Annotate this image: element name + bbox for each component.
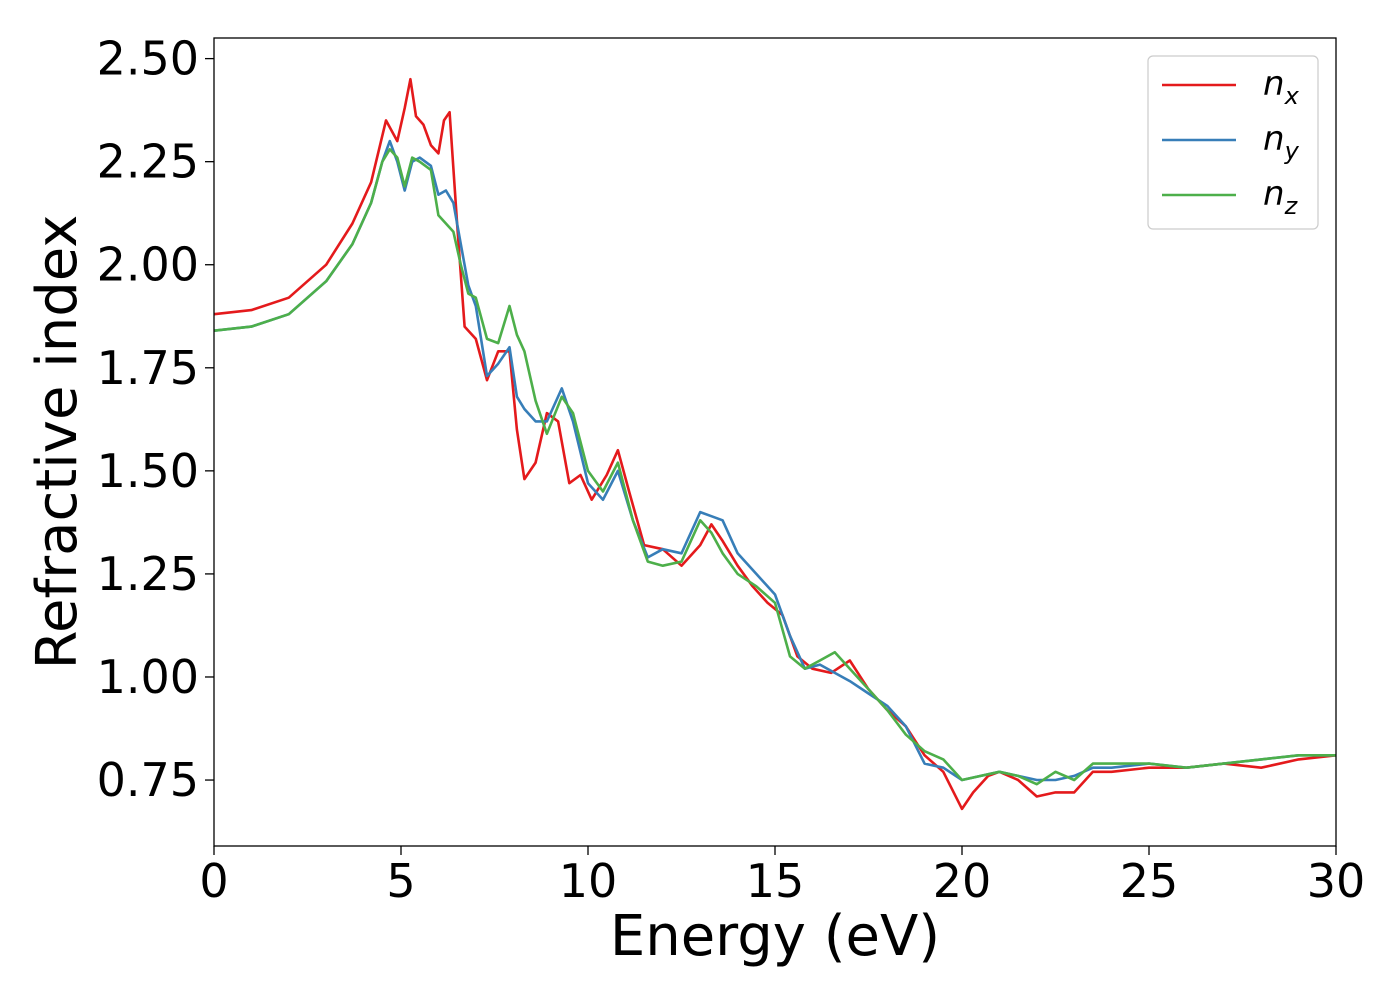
x-axis: 0 5 10 15 20 25 30 [199, 846, 1365, 908]
x-tick-label: 5 [386, 854, 415, 908]
series-line-y [213, 139, 1336, 782]
y-tick-label: 0.75 [97, 753, 199, 807]
series-layer [213, 77, 1337, 811]
y-tick-label: 1.75 [97, 341, 199, 395]
y-axis: 0.75 1.00 1.25 1.50 1.75 2.00 2.25 2.50 [97, 32, 214, 807]
series-line-x [213, 77, 1337, 811]
x-tick-label: 15 [746, 854, 805, 908]
x-tick-label: 25 [1120, 854, 1179, 908]
y-tick-label: 1.50 [97, 444, 199, 498]
legend-frame [1147, 55, 1319, 230]
y-axis-title: Refractive index [25, 215, 90, 670]
x-tick-label: 10 [559, 854, 618, 908]
x-tick-label: 20 [933, 854, 992, 908]
x-axis-title: Energy (eV) [610, 904, 940, 969]
y-tick-label: 1.25 [97, 547, 199, 601]
x-tick-label: 0 [199, 854, 228, 908]
y-tick-label: 2.25 [97, 135, 199, 189]
series-line-z [213, 148, 1336, 786]
x-tick-label: 30 [1307, 854, 1366, 908]
y-tick-label: 2.50 [97, 32, 199, 86]
y-tick-label: 1.00 [97, 650, 199, 704]
y-tick-label: 2.00 [97, 238, 199, 292]
